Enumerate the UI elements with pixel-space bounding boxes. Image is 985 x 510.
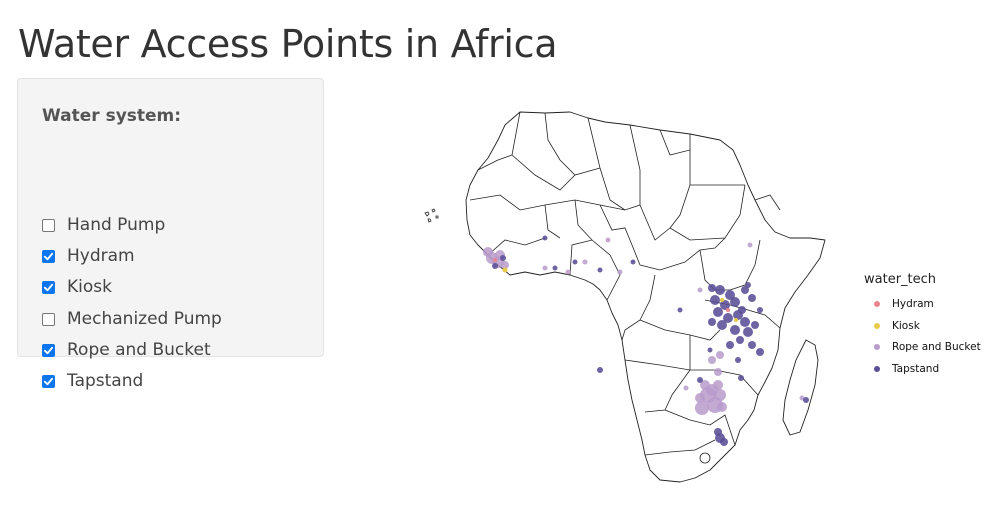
checkbox-hand-pump-box[interactable] bbox=[42, 218, 55, 232]
checkbox-mechanized-pump[interactable]: Mechanized Pump bbox=[42, 307, 222, 331]
checkbox-hand-pump-label[interactable]: Hand Pump bbox=[67, 215, 166, 235]
madagascar-outline bbox=[782, 339, 819, 436]
cape-verde-islands bbox=[424, 208, 439, 223]
checkbox-kiosk-box[interactable] bbox=[42, 280, 55, 294]
checkbox-hydram-label[interactable]: Hydram bbox=[67, 246, 135, 266]
checkmark-icon bbox=[43, 283, 54, 291]
legend-kiosk-label: Kiosk bbox=[892, 320, 920, 332]
kiosk-points bbox=[502, 267, 738, 322]
legend-tapstand-swatch bbox=[874, 366, 880, 372]
checkmark-icon bbox=[43, 346, 54, 354]
legend-item-kiosk: Kiosk bbox=[874, 320, 920, 332]
checkbox-mechanized-pump-label[interactable]: Mechanized Pump bbox=[67, 309, 222, 329]
checkmark-icon bbox=[43, 252, 54, 260]
checkbox-hydram-box[interactable] bbox=[42, 249, 55, 263]
checkbox-tapstand[interactable]: Tapstand bbox=[42, 369, 143, 393]
filter-panel: Water system: Hand Pump Hydram Kiosk Mec… bbox=[17, 78, 324, 391]
legend-hydram-swatch bbox=[874, 301, 880, 307]
legend-item-hydram: Hydram bbox=[874, 298, 934, 310]
checkbox-hydram[interactable]: Hydram bbox=[42, 244, 135, 268]
tapstand-points bbox=[492, 235, 809, 446]
checkbox-kiosk[interactable]: Kiosk bbox=[42, 275, 112, 299]
page-title: Water Access Points in Africa bbox=[18, 22, 558, 66]
checkbox-tapstand-label[interactable]: Tapstand bbox=[67, 371, 144, 391]
lesotho-outline bbox=[699, 452, 711, 464]
checkbox-rope-and-bucket-box[interactable] bbox=[42, 343, 55, 357]
legend-item-rope-and-bucket: Rope and Bucket bbox=[874, 341, 981, 353]
map-legend: water_tech Hydram Kiosk Rope and Bucket … bbox=[864, 272, 981, 375]
legend-rope-and-bucket-label: Rope and Bucket bbox=[892, 341, 981, 353]
checkbox-rope-and-bucket-label[interactable]: Rope and Bucket bbox=[67, 340, 211, 360]
legend-title: water_tech bbox=[864, 272, 937, 287]
legend-kiosk-swatch bbox=[874, 323, 880, 329]
checkbox-kiosk-label[interactable]: Kiosk bbox=[67, 277, 112, 297]
checkbox-rope-and-bucket[interactable]: Rope and Bucket bbox=[42, 338, 211, 362]
checkmark-icon bbox=[43, 377, 54, 385]
water-system-label: Water system: bbox=[42, 106, 182, 126]
checkbox-hand-pump[interactable]: Hand Pump bbox=[42, 213, 165, 237]
rope-and-bucket-points bbox=[483, 237, 805, 415]
legend-hydram-label: Hydram bbox=[892, 298, 934, 310]
checkbox-mechanized-pump-box[interactable] bbox=[42, 312, 55, 326]
checkbox-tapstand-box[interactable] bbox=[42, 374, 55, 388]
hydram-points bbox=[493, 258, 730, 312]
africa-outline bbox=[465, 111, 826, 483]
legend-tapstand-label: Tapstand bbox=[892, 363, 940, 375]
africa-map bbox=[424, 111, 826, 483]
country-borders bbox=[469, 111, 781, 456]
legend-rope-and-bucket-swatch bbox=[874, 344, 880, 350]
legend-item-tapstand: Tapstand bbox=[874, 363, 939, 375]
